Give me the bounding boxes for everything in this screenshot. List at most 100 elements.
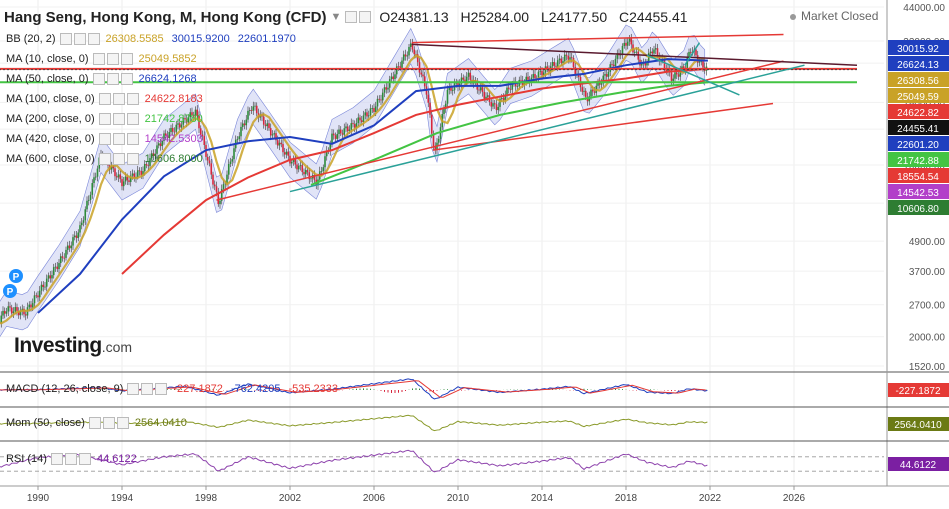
eye-icon[interactable] (127, 383, 140, 395)
close-icon[interactable] (78, 453, 91, 465)
candle-body (432, 133, 435, 147)
candle-body (201, 134, 204, 137)
gear-icon[interactable] (112, 113, 125, 125)
candle-body (273, 133, 276, 135)
p-badge-text: P (7, 287, 14, 298)
candle-body (2, 310, 4, 316)
indicator-row[interactable]: MA (200, close, 0) 21742.8780 (6, 111, 211, 127)
indicator-label: BB (20, 2) (6, 33, 56, 45)
price-tick-label: 2000.00 (909, 333, 946, 344)
candle-body (187, 117, 190, 123)
gear-icon[interactable] (359, 11, 372, 23)
candle-body (14, 307, 17, 312)
candle-body (500, 97, 503, 99)
gear-icon[interactable] (112, 153, 125, 165)
panel-legend-MACD[interactable]: MACD (12, 26, close, 9) -227.1872 -762.420… (6, 381, 346, 397)
candle-body (310, 178, 312, 180)
candle-body (59, 256, 62, 264)
close-icon[interactable] (87, 33, 100, 45)
gear-icon[interactable] (106, 53, 119, 65)
indicator-row[interactable]: MA (420, close, 0) 14542.5303 (6, 131, 211, 147)
candle-body (199, 128, 202, 135)
candle-body (45, 278, 48, 287)
candle-body (159, 143, 162, 147)
gear-icon[interactable] (112, 133, 125, 145)
chevron-down-icon[interactable]: ▼ (330, 11, 342, 23)
close-icon[interactable] (126, 113, 139, 125)
indicator-value: 26308.5585 (105, 33, 164, 45)
candle-body (359, 117, 361, 121)
candle-body (444, 103, 447, 110)
candle-body (394, 74, 396, 80)
close-icon[interactable] (120, 53, 133, 65)
candle-body (467, 72, 470, 77)
candle-body (558, 58, 561, 61)
candle-body (35, 295, 38, 297)
indicator-row[interactable]: MA (10, close, 0) 25049.5852 (6, 51, 205, 67)
candle-body (219, 200, 221, 205)
indicator-row[interactable]: MA (50, close, 0) 26624.1268 (6, 71, 205, 87)
close-icon[interactable] (126, 133, 139, 145)
candle-body (114, 168, 116, 177)
candle-body (173, 131, 176, 133)
gear-icon[interactable] (73, 33, 86, 45)
candle-body (262, 116, 265, 125)
candle-body (5, 311, 8, 314)
candle-body (266, 123, 269, 127)
p-badge-icon[interactable] (9, 269, 23, 283)
gear-icon[interactable] (141, 383, 154, 395)
eye-icon[interactable] (98, 153, 111, 165)
candle-body (84, 209, 87, 221)
candle-body (640, 63, 643, 66)
candle-body (241, 123, 244, 127)
candle-body (567, 55, 570, 60)
eye-icon[interactable] (59, 33, 72, 45)
close-icon[interactable] (120, 73, 133, 85)
indicator-row[interactable]: MA (600, close, 0) 10606.8000 (6, 151, 211, 167)
settings-icon[interactable] (345, 11, 358, 23)
candle-body (220, 189, 223, 201)
instrument-title[interactable]: Hang Seng, Hong Kong, M, Hong Kong (CFD) (4, 8, 327, 26)
close-icon[interactable] (126, 153, 139, 165)
eye-icon[interactable] (92, 73, 105, 85)
candle-body (177, 123, 179, 125)
p-badge-icon[interactable] (3, 284, 17, 298)
candle-body (698, 61, 701, 63)
indicator-row[interactable]: BB (20, 2) 26308.5585 30015.9200 22601.1970 (6, 31, 304, 47)
candle-body (397, 66, 400, 68)
gear-icon[interactable] (102, 417, 115, 429)
indicator-label: MA (420, close, 0) (6, 133, 95, 145)
candle-body (411, 43, 414, 50)
candle-body (381, 92, 384, 101)
panel-legend-Momentum[interactable]: Mom (50, close) 2564.0410 (6, 415, 195, 431)
eye-icon[interactable] (88, 417, 101, 429)
candle-body (287, 151, 290, 156)
candle-body (227, 163, 230, 175)
indicator-row[interactable]: MA (100, close, 0) 24622.8183 (6, 91, 211, 107)
close-icon[interactable] (116, 417, 129, 429)
candle-body (362, 115, 365, 122)
panel-value: -762.4205 (230, 383, 281, 395)
eye-icon[interactable] (50, 453, 63, 465)
candle-body (628, 38, 631, 42)
candle-body (607, 71, 610, 77)
panel-legend-RSI[interactable]: RSI (14) 44.6122 (6, 451, 145, 467)
close-icon[interactable] (126, 93, 139, 105)
status-dot-icon (790, 13, 796, 20)
eye-icon[interactable] (92, 53, 105, 65)
candle-body (404, 54, 407, 57)
candle-body (320, 171, 323, 172)
eye-icon[interactable] (98, 133, 111, 145)
candle-body (331, 133, 333, 145)
candle-body (112, 166, 115, 169)
candle-body (499, 98, 501, 107)
candle-body (198, 115, 200, 129)
candle-body (649, 51, 652, 54)
gear-icon[interactable] (112, 93, 125, 105)
eye-icon[interactable] (98, 113, 111, 125)
close-icon[interactable] (155, 383, 168, 395)
eye-icon[interactable] (98, 93, 111, 105)
gear-icon[interactable] (64, 453, 77, 465)
gear-icon[interactable] (106, 73, 119, 85)
candle-body (462, 77, 465, 80)
